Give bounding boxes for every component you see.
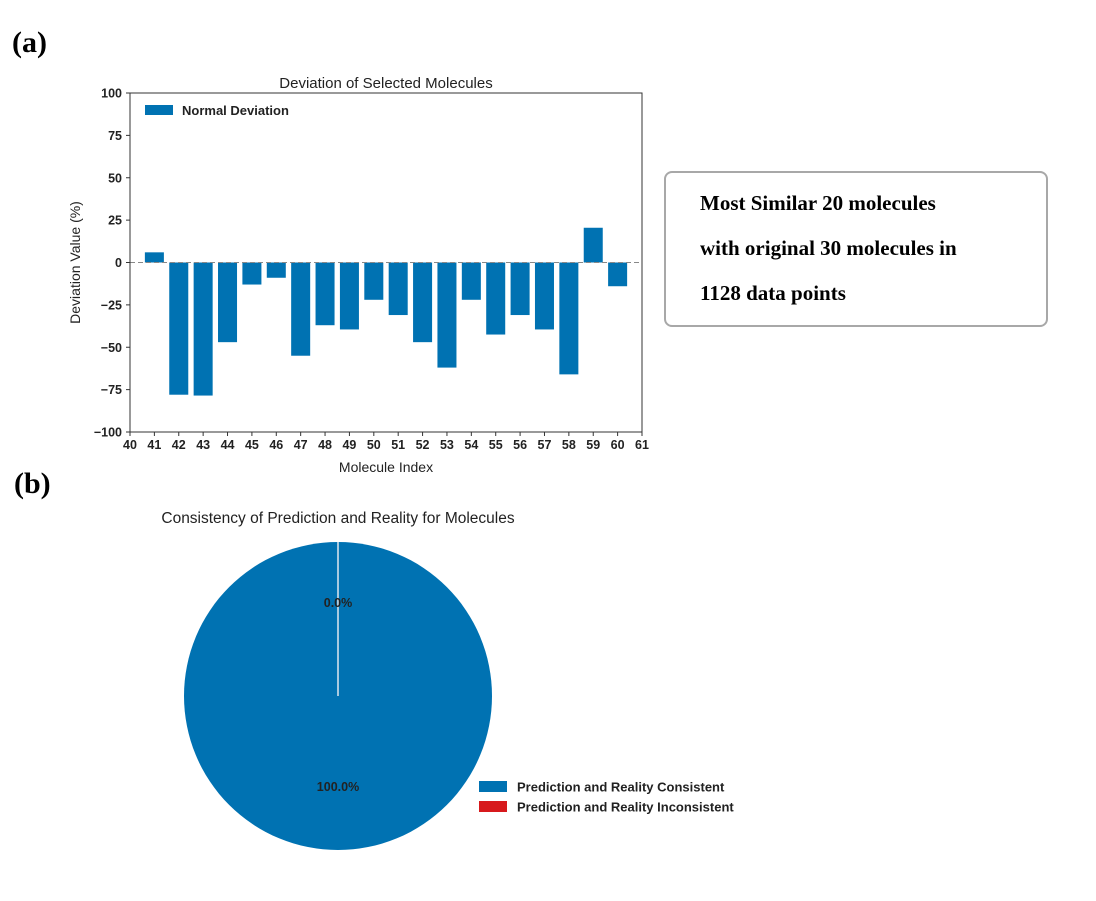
y-tick-label: −75 [101,383,122,397]
pie-pct-label-inconsistent: 0.0% [324,596,353,610]
bar-58 [559,262,579,375]
note-line: Most Similar 20 molecules [700,191,936,215]
bar-50 [364,262,384,300]
bar-43 [193,262,213,396]
x-axis-label: Molecule Index [339,459,433,475]
x-tick-label: 49 [342,438,356,452]
x-tick-label: 42 [172,438,186,452]
x-tick-label: 52 [416,438,430,452]
bar-chart-title: Deviation of Selected Molecules [279,75,492,92]
x-tick-label: 59 [586,438,600,452]
x-tick-label: 41 [147,438,161,452]
y-axis-label: Deviation Value (%) [67,201,83,324]
x-tick-label: 51 [391,438,405,452]
y-tick-label: 50 [108,171,122,185]
summary-note-box: Most Similar 20 molecules with original … [664,171,1048,327]
x-tick-label: 40 [123,438,137,452]
x-tick-label: 43 [196,438,210,452]
bar-45 [242,262,262,285]
bar-52 [413,262,433,343]
x-tick-label: 61 [635,438,649,452]
pie-legend-label-1: Prediction and Reality Inconsistent [517,800,734,815]
bar-59 [583,227,603,263]
bar-41 [144,252,164,263]
note-line: 1128 data points [700,281,846,305]
x-tick-label: 44 [221,438,235,452]
bar-51 [388,262,408,316]
bar-49 [339,262,359,330]
pie-chart-title: Consistency of Prediction and Reality fo… [161,510,514,527]
y-tick-label: 75 [108,129,122,143]
y-tick-label: 25 [108,214,122,228]
bar-55 [486,262,506,335]
pie-legend-swatch-1 [479,801,507,812]
bar-60 [608,262,628,287]
bar-48 [315,262,335,326]
y-tick-label: 100 [101,87,122,101]
legend-swatch-normal-deviation [145,105,173,115]
pie-legend-swatch-0 [479,781,507,792]
panel-a-label: (a) [12,26,47,59]
x-tick-label: 54 [464,438,478,452]
bar-42 [169,262,189,395]
bar-54 [461,262,481,300]
bar-46 [266,262,286,278]
bar-47 [291,262,311,356]
note-line: with original 30 molecules in [700,236,957,260]
legend-label-normal-deviation: Normal Deviation [182,103,289,118]
x-tick-label: 53 [440,438,454,452]
x-tick-label: 57 [538,438,552,452]
x-tick-label: 45 [245,438,259,452]
x-tick-label: 50 [367,438,381,452]
x-tick-label: 46 [269,438,283,452]
y-tick-label: 0 [115,256,122,270]
y-tick-label: −25 [101,298,122,312]
y-tick-label: −100 [94,426,122,440]
y-tick-label: −50 [101,341,122,355]
bar-56 [510,262,530,316]
bar-53 [437,262,457,368]
x-tick-label: 47 [294,438,308,452]
x-tick-label: 56 [513,438,527,452]
bar-57 [534,262,554,330]
x-tick-label: 55 [489,438,503,452]
pie-pct-label-consistent: 100.0% [317,780,359,794]
x-tick-label: 58 [562,438,576,452]
x-tick-label: 48 [318,438,332,452]
panel-b-label: (b) [14,467,51,500]
x-tick-label: 60 [611,438,625,452]
bar-44 [218,262,238,343]
pie-legend-label-0: Prediction and Reality Consistent [517,780,725,795]
